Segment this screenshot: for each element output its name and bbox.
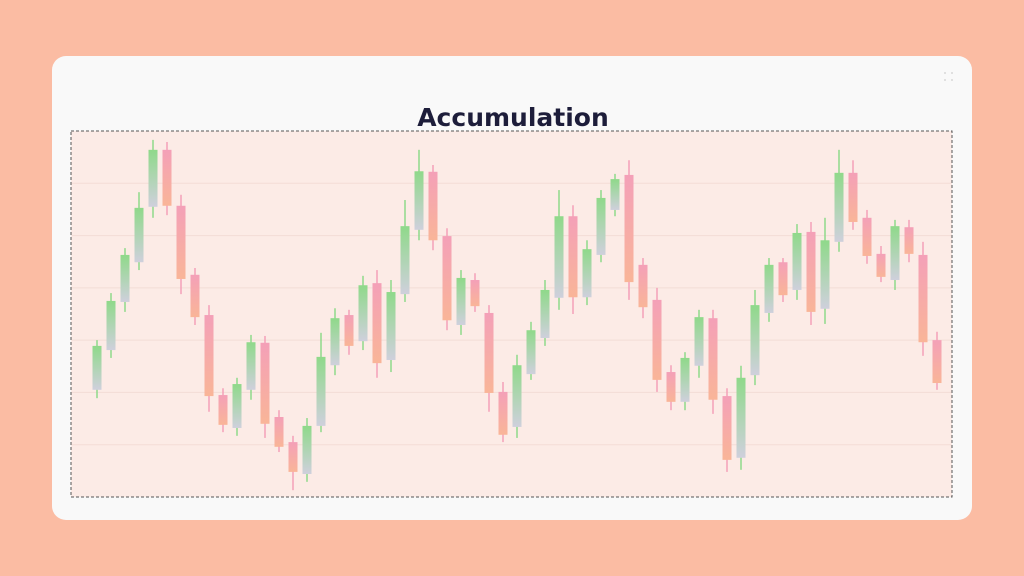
dot [944, 72, 946, 74]
plot-area [70, 130, 953, 498]
candle-body [302, 425, 312, 474]
candle-body [750, 305, 760, 376]
candle-body [120, 254, 130, 302]
candle-body [764, 264, 774, 313]
candle-body [400, 226, 410, 295]
candle-body [218, 395, 228, 425]
candle-body [204, 315, 214, 397]
candle-body [316, 356, 326, 426]
candle-body [848, 172, 858, 222]
candle-body [722, 396, 732, 460]
candle-body [134, 207, 144, 263]
candle-body [582, 249, 592, 298]
candle-body [554, 216, 564, 298]
candle-body [288, 442, 298, 472]
candle-body [876, 253, 886, 277]
candle-body [358, 285, 368, 342]
candle-body [162, 149, 172, 206]
candle-body [708, 318, 718, 400]
candle-body [442, 236, 452, 321]
candle-body [526, 330, 536, 375]
candle-body [512, 365, 522, 427]
candle-body [414, 171, 424, 230]
candle-body [736, 377, 746, 458]
chart-title: Accumulation [417, 103, 609, 132]
candle-body [484, 312, 494, 393]
candle-body [820, 240, 830, 309]
candle-body [92, 345, 102, 390]
candle-body [232, 384, 242, 428]
candle-body [456, 277, 466, 325]
candle-body [568, 216, 578, 298]
candle-body [890, 226, 900, 281]
candle-body [694, 317, 704, 366]
candle-body [624, 174, 634, 283]
candle-body [862, 217, 872, 256]
candle-body [638, 264, 648, 308]
candle-body [918, 254, 928, 343]
candle-body [652, 299, 662, 380]
candle-body [540, 289, 550, 339]
candle-body [470, 280, 480, 307]
candle-body [498, 391, 508, 435]
candle-body [834, 172, 844, 242]
candle-body [246, 342, 256, 390]
candle-body [372, 283, 382, 364]
candle-body [106, 300, 116, 351]
candle-body [666, 372, 676, 402]
candle-body [148, 149, 158, 207]
candle-body [344, 315, 354, 346]
candle-body [932, 340, 942, 384]
candle-body [596, 197, 606, 255]
candle-body [792, 232, 802, 290]
candle-body [778, 262, 788, 296]
candle-body [176, 205, 186, 279]
candle-body [386, 292, 396, 361]
dot [944, 79, 946, 81]
candle-body [904, 227, 914, 254]
candle-body [190, 274, 200, 318]
candle-body [806, 231, 816, 312]
candle-body [274, 417, 284, 447]
candle-body [610, 179, 620, 210]
candle-body [330, 318, 340, 366]
dot [951, 72, 953, 74]
dot [951, 79, 953, 81]
candle-body [680, 357, 690, 402]
candle-body [260, 342, 270, 424]
candle-body [428, 171, 438, 241]
